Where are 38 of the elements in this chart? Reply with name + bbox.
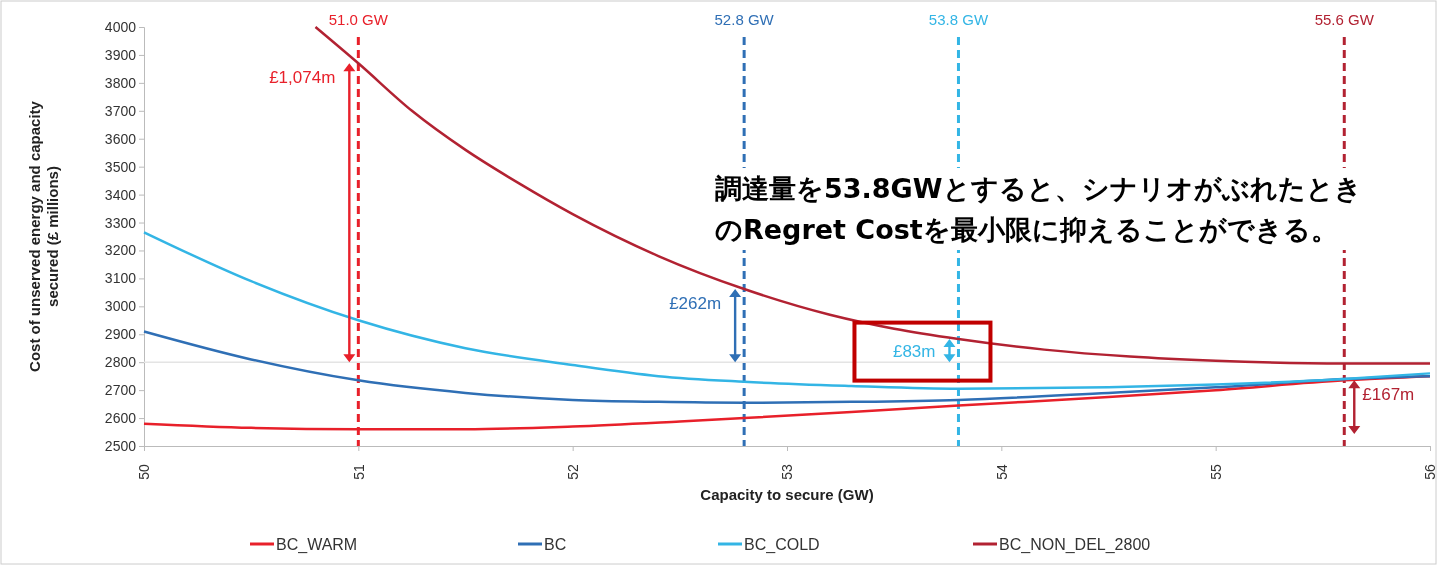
ref-line-label: 52.8 GW: [714, 11, 775, 28]
x-tick-label: 54: [993, 464, 1010, 480]
y-tick-label: 3200: [104, 242, 137, 259]
y-tick-label: 3700: [104, 102, 137, 119]
y-axis-title: Cost of unserved energy and capacity secured (£ millions): [26, 100, 61, 372]
y-tick-label: 2900: [104, 326, 137, 343]
x-tick-label: 50: [136, 464, 153, 480]
annotation: £1,074m: [269, 68, 336, 88]
ref-line-label: 55.6 GW: [1314, 11, 1375, 28]
y-tick-label: 2700: [104, 382, 137, 399]
x-tick-label: 51: [350, 464, 367, 480]
x-tick-label: 52: [565, 464, 582, 480]
y-tick-label: 3300: [104, 214, 137, 231]
y-tick-label: 3900: [104, 46, 137, 63]
x-tick-label: 56: [1422, 464, 1437, 480]
legend-label: BC_NON_DEL_2800: [999, 536, 1151, 554]
ref-line-label: 53.8 GW: [928, 11, 989, 28]
annotation: £262m: [669, 294, 722, 314]
ref-line-label: 51.0 GW: [328, 11, 389, 28]
annotation: £167m: [1362, 385, 1415, 405]
annotation: 調達量を53.8GWとすると、シナリオがぶれたときのRegret Costを最小限に抑えることができる。: [715, 168, 1365, 250]
y-tick-label: 3100: [104, 270, 137, 287]
x-tick-label: 55: [1208, 464, 1225, 480]
legend-label: BC_WARM: [276, 536, 358, 554]
y-tick-label: 2600: [104, 410, 137, 427]
y-tick-label: 3800: [104, 74, 137, 91]
y-tick-label: 3000: [104, 298, 137, 315]
y-tick-label: 4000: [104, 18, 137, 35]
y-tick-label: 3400: [104, 186, 137, 203]
x-axis-title: Capacity to secure (GW): [700, 486, 874, 503]
y-tick-label: 3600: [104, 130, 137, 147]
legend-label: BC_COLD: [744, 536, 820, 554]
legend-label: BC: [544, 536, 567, 553]
y-tick-label: 3500: [104, 158, 137, 175]
y-tick-label: 2500: [104, 437, 137, 454]
y-tick-label: 2800: [104, 354, 137, 371]
annotation: £83m: [892, 341, 936, 361]
x-tick-label: 53: [779, 464, 796, 480]
